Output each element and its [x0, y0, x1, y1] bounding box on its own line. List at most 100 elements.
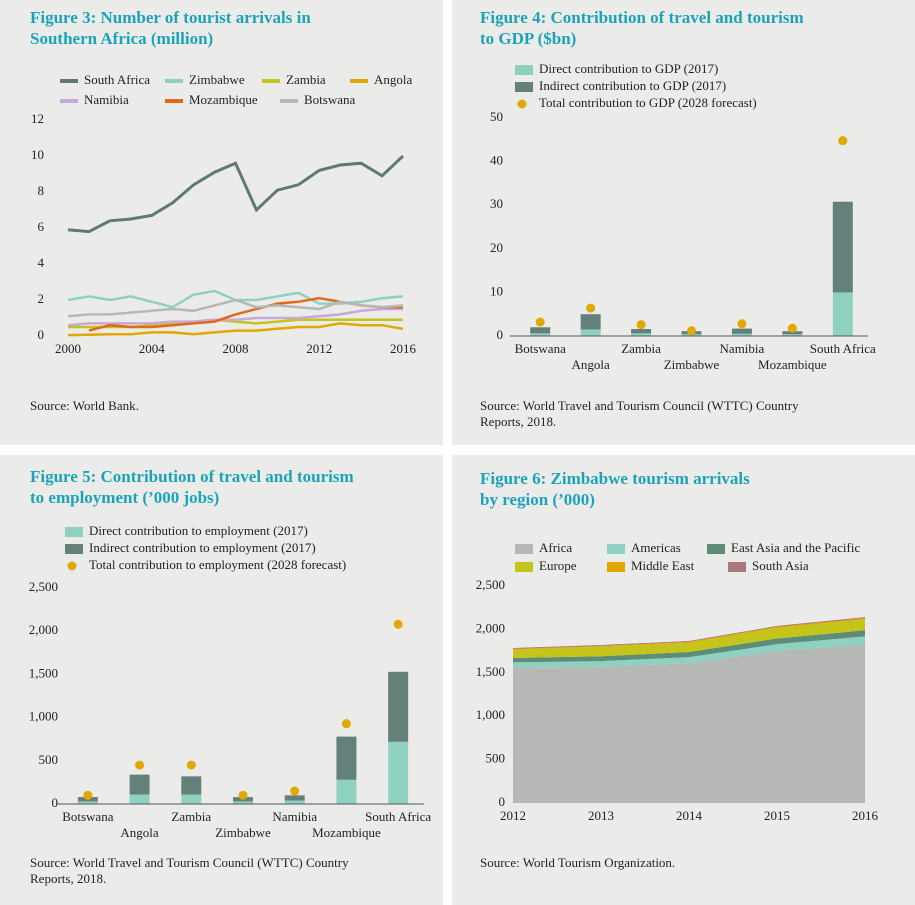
bar-segment: [782, 331, 803, 335]
panel: [0, 0, 443, 445]
x-tick-label: Zimbabwe: [664, 357, 720, 372]
y-tick-label: 6: [38, 219, 45, 234]
bar-segment: [129, 794, 150, 804]
legend-label: Namibia: [84, 92, 129, 107]
bar-segment: [284, 800, 305, 804]
chart-title: to GDP ($bn): [480, 29, 576, 48]
line-series: [67, 307, 403, 327]
legend-marker: [707, 544, 725, 554]
legend-marker: [607, 562, 625, 572]
legend-label: Total contribution to GDP (2028 forecast…: [539, 95, 757, 110]
legend-label: Middle East: [631, 558, 695, 573]
x-tick-label: 2000: [55, 341, 81, 356]
legend-label: Africa: [539, 540, 572, 555]
y-tick-label: 0: [497, 327, 504, 342]
bar-segment: [181, 794, 202, 804]
bar-segment: [580, 314, 601, 330]
y-tick-label: 10: [31, 147, 44, 162]
legend-label: South Asia: [752, 558, 809, 573]
x-tick-label: 2004: [139, 341, 166, 356]
x-tick-label: Namibia: [720, 341, 765, 356]
source-note: Reports, 2018.: [480, 414, 556, 429]
x-tick-label: 2012: [306, 341, 332, 356]
legend-label: Total contribution to employment (2028 f…: [89, 557, 346, 572]
area-series: [513, 630, 865, 663]
y-tick-label: 1,000: [476, 707, 505, 722]
total-dot: [393, 619, 403, 629]
total-dot: [535, 317, 545, 327]
bar-segment: [631, 333, 652, 336]
y-tick-label: 1,500: [476, 664, 505, 679]
bar-segment: [129, 774, 150, 795]
y-tick-label: 2,500: [29, 579, 58, 594]
legend-marker: [515, 82, 533, 92]
total-dot: [83, 790, 93, 800]
legend-marker: [515, 65, 533, 75]
x-tick-label: Namibia: [272, 809, 317, 824]
x-tick-label: 2014: [676, 808, 703, 823]
x-tick-label: Zimbabwe: [215, 825, 271, 840]
y-tick-label: 1,500: [29, 665, 58, 680]
y-tick-label: 10: [490, 283, 503, 298]
bar-segment: [530, 327, 551, 334]
bar-segment: [530, 333, 551, 336]
bar-segment: [388, 741, 409, 804]
y-tick-label: 2,500: [476, 577, 505, 592]
x-tick-label: Mozambique: [312, 825, 381, 840]
y-tick-label: 500: [486, 751, 506, 766]
source-note: Source: World Travel and Tourism Council…: [480, 398, 799, 413]
chart-title: Figure 5: Contribution of travel and tou…: [30, 467, 354, 486]
y-tick-label: 30: [490, 196, 503, 211]
x-tick-label: 2008: [223, 341, 249, 356]
legend-label: Angola: [374, 72, 413, 87]
legend-marker: [65, 527, 83, 537]
total-dot: [787, 323, 797, 333]
line-series: [67, 322, 404, 337]
legend-marker: [515, 544, 533, 554]
bar-segment: [284, 795, 305, 801]
source-note: Source: World Travel and Tourism Council…: [30, 855, 349, 870]
total-dot: [341, 719, 351, 729]
source-note: Source: World Bank.: [30, 398, 139, 413]
legend-marker: [728, 562, 746, 572]
legend-label: Zambia: [286, 72, 326, 87]
total-dot: [838, 136, 848, 146]
total-dot: [186, 760, 196, 770]
chart-title: Figure 3: Number of tourist arrivals in: [30, 8, 311, 27]
x-tick-label: 2016: [390, 341, 417, 356]
y-tick-label: 0: [499, 794, 506, 809]
chart-title: to employment (’000 jobs): [30, 488, 219, 507]
total-dot: [290, 786, 300, 796]
y-tick-label: 50: [490, 109, 503, 124]
x-tick-label: Zambia: [621, 341, 661, 356]
y-tick-label: 2,000: [29, 622, 58, 637]
legend-label: Indirect contribution to GDP (2017): [539, 78, 726, 93]
bar-segment: [731, 328, 752, 334]
legend-label: South Africa: [84, 72, 150, 87]
y-tick-label: 20: [490, 240, 503, 255]
y-tick-label: 1,000: [29, 709, 58, 724]
line-series: [67, 298, 404, 318]
legend-marker: [515, 562, 533, 572]
x-tick-label: Zambia: [171, 809, 211, 824]
legend-label: Direct contribution to employment (2017): [89, 523, 308, 538]
chart-title: Figure 4: Contribution of travel and tou…: [480, 8, 804, 27]
legend-marker: [607, 544, 625, 554]
y-tick-label: 8: [38, 183, 45, 198]
bar-segment: [832, 201, 853, 293]
x-tick-label: 2013: [588, 808, 614, 823]
x-tick-label: Angola: [120, 825, 159, 840]
bar-segment: [233, 801, 253, 804]
legend-label: Zimbabwe: [189, 72, 245, 87]
bar-segment: [388, 671, 409, 742]
legend-marker: [517, 99, 527, 109]
y-tick-label: 500: [39, 752, 59, 767]
chart-title: by region (’000): [480, 490, 595, 509]
legend-label: Europe: [539, 558, 577, 573]
total-dot: [135, 760, 145, 770]
area-series: [513, 619, 865, 659]
x-tick-label: South Africa: [365, 809, 431, 824]
x-tick-label: South Africa: [810, 341, 876, 356]
chart-title: Figure 6: Zimbabwe tourism arrivals: [480, 469, 750, 488]
